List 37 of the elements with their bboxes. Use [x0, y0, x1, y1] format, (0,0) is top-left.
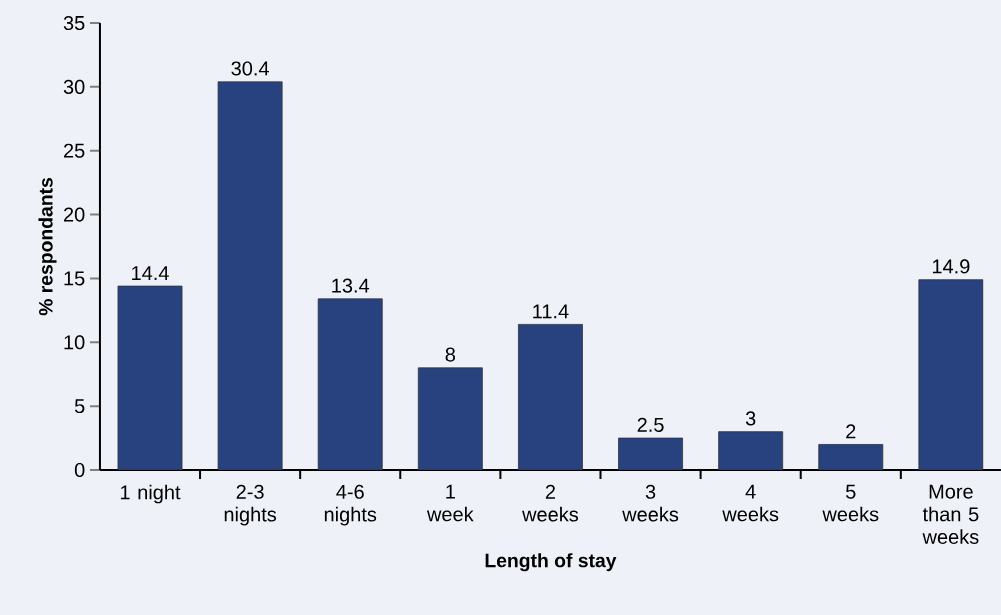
data-label: 13.4	[332, 278, 370, 293]
y-tick-label: 20	[63, 207, 85, 222]
y-axis-title: % respondants	[38, 178, 57, 316]
x-tick-label: 1 night	[120, 484, 181, 504]
bar	[818, 444, 884, 470]
data-label: 2	[846, 424, 856, 439]
x-tick-label: 2-3 nights	[224, 484, 277, 526]
data-label: 8	[445, 347, 456, 362]
x-tick-label: 4-6 nights	[324, 484, 377, 526]
y-tick-label: 5	[74, 399, 85, 414]
bar	[618, 437, 683, 470]
data-label: 11.4	[533, 304, 569, 319]
y-tick-label: 0	[74, 462, 85, 478]
data-label: 14.9	[932, 259, 970, 274]
y-tick-label: 30	[63, 79, 85, 94]
x-axis-title: Length of stay	[485, 553, 617, 572]
bar	[417, 367, 483, 470]
y-tick-label: 10	[64, 335, 85, 350]
y-tick-label: 25	[63, 143, 85, 158]
x-tick-label: 1 week	[426, 484, 474, 522]
bar	[317, 298, 383, 470]
bar	[718, 431, 784, 470]
x-tick-label: 4 weeks	[722, 484, 779, 522]
data-label: 14.4	[132, 266, 169, 280]
data-label: 30.4	[231, 61, 269, 76]
data-label: 2.5	[637, 417, 664, 432]
bar	[217, 81, 283, 470]
data-label: 3	[745, 411, 756, 426]
x-tick-label: 2 weeks	[522, 484, 579, 522]
bar	[918, 279, 984, 470]
x-tick-label: 3 weeks	[622, 484, 679, 522]
x-tick-label: More than 5 weeks	[922, 484, 979, 544]
y-tick-label: 15	[64, 271, 85, 286]
x-tick-label: 5 weeks	[822, 484, 879, 522]
bar	[117, 285, 183, 470]
bar	[518, 324, 583, 470]
y-tick-label: 35	[63, 15, 85, 31]
